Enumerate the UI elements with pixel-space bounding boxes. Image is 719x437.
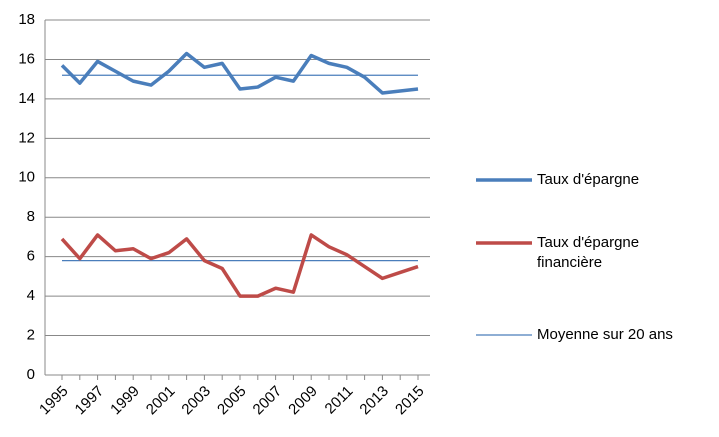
legend-label: Moyenne sur 20 ans bbox=[537, 326, 673, 343]
x-tick-label: 1999 bbox=[107, 383, 143, 419]
y-tick-label: 6 bbox=[27, 248, 35, 265]
legend-label: Taux d'épargne bbox=[537, 171, 640, 188]
x-tick-label: 2001 bbox=[143, 383, 179, 419]
y-tick-label: 12 bbox=[18, 129, 35, 146]
x-tick-label: 1997 bbox=[72, 383, 108, 419]
y-tick-label: 0 bbox=[27, 366, 35, 383]
legend-label: Taux d'épargne financière bbox=[537, 234, 640, 271]
x-tick-label: 2011 bbox=[322, 383, 357, 418]
x-tick-label: 2009 bbox=[285, 383, 321, 419]
x-tick-label: 1995 bbox=[36, 383, 72, 419]
y-tick-label: 18 bbox=[18, 11, 35, 28]
series-line bbox=[60, 51, 419, 95]
x-tick-label: 2003 bbox=[178, 383, 214, 419]
y-tick-label: 4 bbox=[27, 287, 35, 304]
x-tick-label: 2007 bbox=[250, 383, 286, 419]
y-tick-label: 8 bbox=[27, 208, 35, 225]
y-tick-label: 14 bbox=[18, 90, 35, 107]
y-tick-label: 10 bbox=[18, 169, 35, 186]
x-tick-label: 2015 bbox=[392, 383, 428, 419]
series-line bbox=[60, 233, 419, 298]
x-tick-label: 2013 bbox=[356, 383, 392, 419]
y-tick-label: 16 bbox=[18, 50, 35, 67]
y-tick-label: 2 bbox=[27, 327, 35, 344]
x-tick-label: 2005 bbox=[214, 383, 250, 419]
